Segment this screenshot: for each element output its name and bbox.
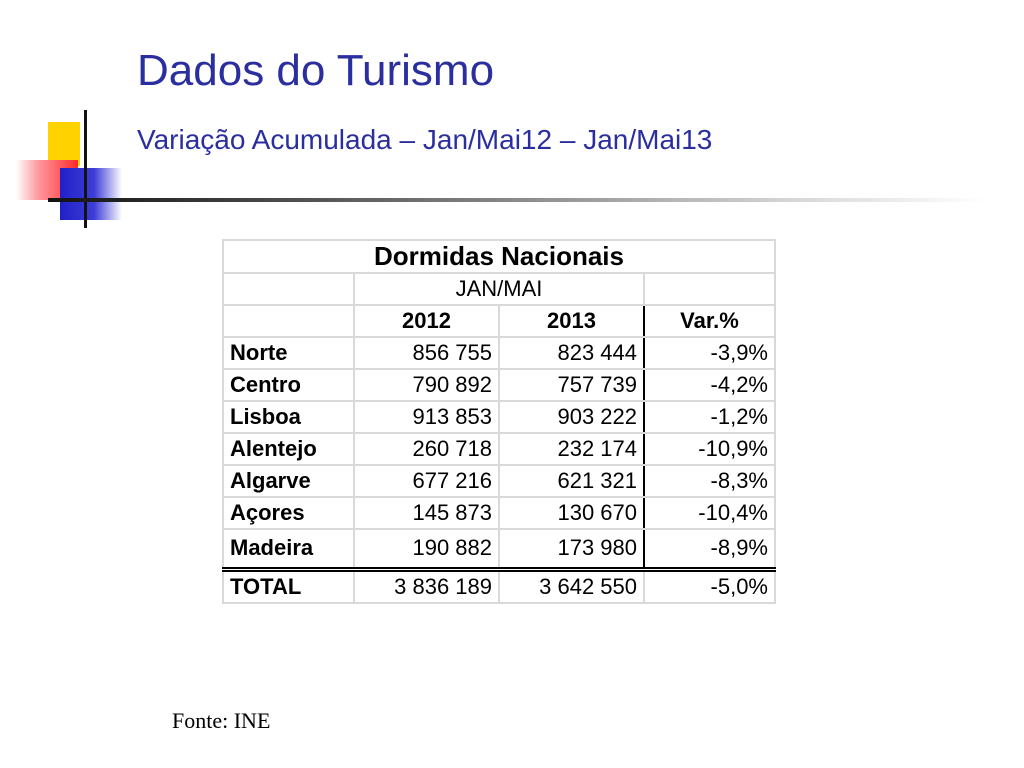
total-2013: 3 642 550 <box>498 566 645 604</box>
region-name: Lisboa <box>222 400 355 434</box>
table-title: Dormidas Nacionais <box>222 239 776 274</box>
value-var: -10,4% <box>643 496 776 530</box>
table-row: Algarve 677 216 621 321 -8,3% <box>222 464 776 498</box>
total-label: TOTAL <box>222 566 355 604</box>
column-header-var: Var.% <box>643 304 776 338</box>
slide-title: Dados do Turismo <box>137 46 495 95</box>
empty-cell <box>643 272 776 306</box>
region-name: Algarve <box>222 464 355 498</box>
decorative-graphic <box>0 0 1024 240</box>
value-2013: 232 174 <box>498 432 645 466</box>
total-var: -5,0% <box>643 566 776 604</box>
vertical-rule <box>84 110 87 228</box>
table-total-row: TOTAL 3 836 189 3 642 550 -5,0% <box>222 566 776 604</box>
table-row: Norte 856 755 823 444 -3,9% <box>222 336 776 370</box>
value-2012: 260 718 <box>353 432 500 466</box>
yellow-square <box>48 122 80 166</box>
table-row: Centro 790 892 757 739 -4,2% <box>222 368 776 402</box>
value-var: -4,2% <box>643 368 776 402</box>
value-2013: 173 980 <box>498 528 645 570</box>
slide-subtitle: Variação Acumulada – Jan/Mai12 – Jan/Mai… <box>137 124 713 155</box>
column-header-2013: 2013 <box>498 304 645 338</box>
data-table: Dormidas Nacionais JAN/MAI 2012 2013 Var… <box>222 239 776 604</box>
total-2012: 3 836 189 <box>353 566 500 604</box>
value-2013: 130 670 <box>498 496 645 530</box>
value-2013: 823 444 <box>498 336 645 370</box>
region-name: Açores <box>222 496 355 530</box>
value-var: -8,9% <box>643 528 776 570</box>
table-period-row: JAN/MAI <box>222 272 776 306</box>
table-row: Madeira 190 882 173 980 -8,9% <box>222 528 776 570</box>
value-2013: 621 321 <box>498 464 645 498</box>
value-2012: 190 882 <box>353 528 500 570</box>
source-note: Fonte: INE <box>172 708 271 733</box>
empty-cell <box>222 304 355 338</box>
value-2013: 903 222 <box>498 400 645 434</box>
table-title-row: Dormidas Nacionais <box>222 239 776 274</box>
value-2012: 677 216 <box>353 464 500 498</box>
period-header: JAN/MAI <box>353 272 645 306</box>
table-row: Lisboa 913 853 903 222 -1,2% <box>222 400 776 434</box>
region-name: Alentejo <box>222 432 355 466</box>
value-2013: 757 739 <box>498 368 645 402</box>
table-row: Açores 145 873 130 670 -10,4% <box>222 496 776 530</box>
value-var: -3,9% <box>643 336 776 370</box>
value-2012: 790 892 <box>353 368 500 402</box>
empty-cell <box>222 272 355 306</box>
region-name: Norte <box>222 336 355 370</box>
blue-square <box>60 168 122 220</box>
table-year-row: 2012 2013 Var.% <box>222 304 776 338</box>
region-name: Madeira <box>222 528 355 570</box>
region-name: Centro <box>222 368 355 402</box>
value-var: -8,3% <box>643 464 776 498</box>
value-2012: 913 853 <box>353 400 500 434</box>
value-var: -1,2% <box>643 400 776 434</box>
value-2012: 856 755 <box>353 336 500 370</box>
horizontal-rule <box>48 198 988 202</box>
table-row: Alentejo 260 718 232 174 -10,9% <box>222 432 776 466</box>
value-var: -10,9% <box>643 432 776 466</box>
column-header-2012: 2012 <box>353 304 500 338</box>
value-2012: 145 873 <box>353 496 500 530</box>
